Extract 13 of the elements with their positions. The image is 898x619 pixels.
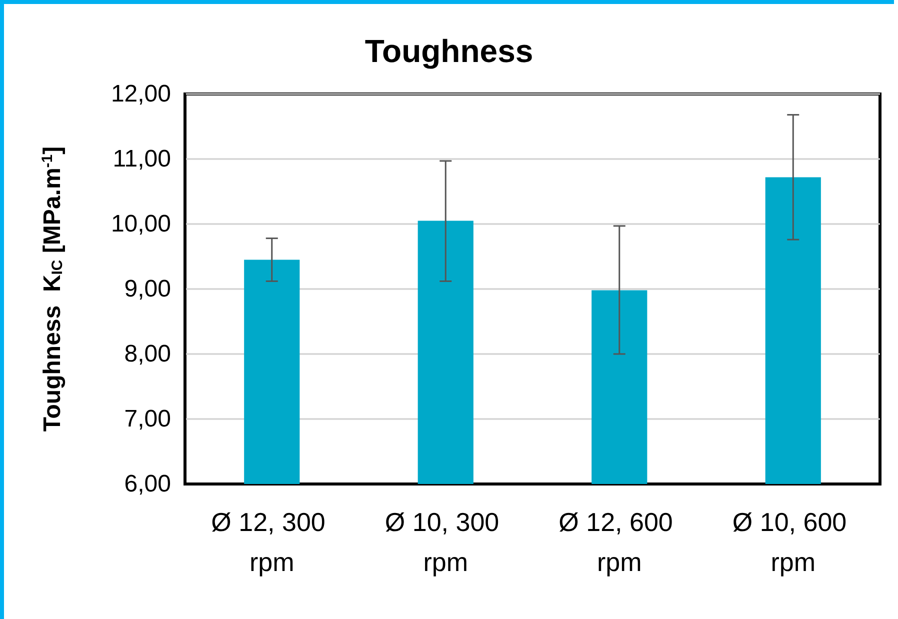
y-tick-label: 12,00 [110, 80, 171, 108]
y-axis-title: Toughness KIC [MPa.m-1] [39, 146, 66, 432]
y-tick-label: 8,00 [124, 340, 171, 368]
y-tick-label: 9,00 [124, 276, 171, 302]
x-tick-label: Ø 10, 600 rpm [732, 507, 854, 577]
x-tick-label: Ø 10, 300 rpm [384, 507, 506, 577]
y-tick-label: 7,00 [124, 406, 171, 432]
y-tick-label: 6,00 [124, 470, 171, 498]
y-tick-label: 11,00 [112, 146, 171, 172]
y-tick-label: 10,00 [110, 210, 171, 238]
x-tick-label: Ø 12, 600 rpm [558, 507, 680, 577]
chart-title: Toughness [364, 33, 534, 69]
x-tick-label: Ø 12, 300 rpm [211, 507, 333, 577]
